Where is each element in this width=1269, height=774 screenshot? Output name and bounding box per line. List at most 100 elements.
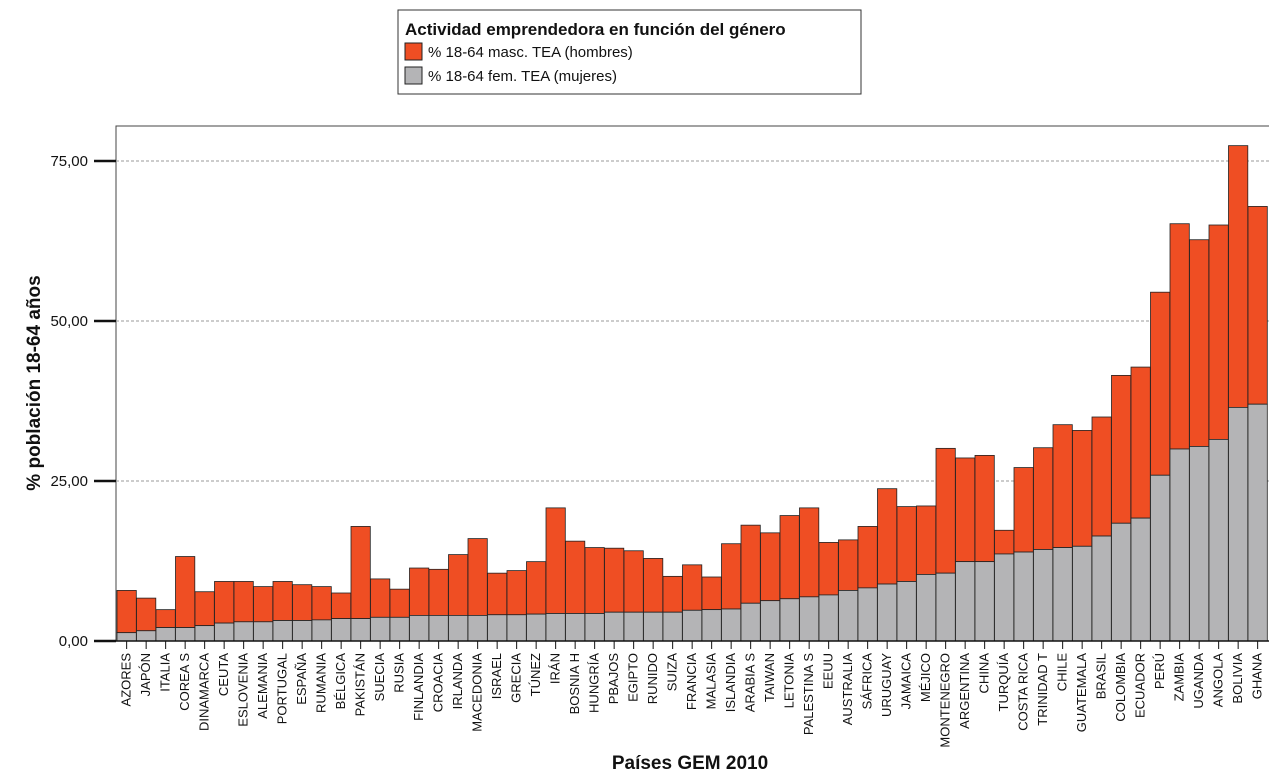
bar-hombres (1247, 206, 1268, 405)
bar-mujeres (1169, 448, 1190, 642)
bar-hombres (136, 597, 157, 632)
x-tick-label: CROACIA (431, 653, 446, 713)
x-tick-label: BÉLGICA (333, 653, 348, 710)
bar-hombres (935, 447, 956, 574)
x-tick-label: PALESTINA S (801, 653, 816, 735)
x-tick-label: MALASIA (704, 653, 719, 710)
bar-mujeres (311, 619, 332, 642)
legend: Actividad emprendedora en función del gé… (397, 9, 862, 95)
bar-mujeres (838, 590, 859, 642)
x-tick-label: CHILE (1055, 653, 1070, 692)
bar-mujeres (506, 614, 527, 642)
bar-mujeres (194, 625, 215, 642)
bar-mujeres (214, 622, 235, 642)
x-tick-label: PBAJOS (606, 653, 621, 705)
y-tick-label: 50,00 (50, 313, 88, 330)
bar-mujeres (448, 615, 469, 642)
bar-hombres (838, 539, 859, 591)
bar-mujeres (428, 615, 449, 642)
bar-mujeres (662, 611, 683, 642)
x-axis-labels: AZORES JAPÓN ITALIA COREA S DINAMARCA CEUTA ES… (119, 641, 1265, 748)
x-tick-label: COREA S (177, 653, 192, 711)
x-tick-label: FRANCIA (684, 653, 699, 710)
x-tick-label: PAKISTÁN (353, 653, 368, 716)
x-tick-label: IRÁN (548, 653, 563, 684)
x-tick-label: ZAMBIA (1172, 653, 1187, 702)
bar-mujeres (1247, 403, 1268, 642)
bar-hombres (526, 561, 547, 615)
x-tick-label: DINAMARCA (197, 653, 212, 731)
y-axis: 0,00 25,00 50,00 75,00 (50, 153, 1269, 650)
x-tick-label: URUGUAY (879, 653, 894, 717)
bar-hombres (487, 572, 508, 616)
x-tick-label: EEUU (821, 653, 836, 689)
bar-hombres (253, 586, 274, 623)
bar-mujeres (1208, 438, 1229, 642)
bar-mujeres (233, 621, 254, 642)
bar-hombres (1150, 291, 1171, 476)
bar-hombres (545, 507, 566, 614)
x-tick-label: ISRAEL (489, 653, 504, 699)
x-tick-label: ARABIA S (743, 653, 758, 713)
bar-hombres (1072, 430, 1093, 547)
bar-mujeres (584, 613, 605, 642)
bar-mujeres (272, 620, 293, 642)
bar-hombres (1013, 467, 1034, 553)
x-tick-label: FINLANDIA (411, 653, 426, 721)
bar-hombres (818, 542, 839, 596)
x-tick-label: JAMAICA (899, 653, 914, 710)
x-tick-label: AUSTRALIA (840, 653, 855, 726)
bar-mujeres (721, 608, 742, 642)
bar-hombres (428, 568, 449, 616)
bar-hombres (955, 457, 976, 563)
bar-hombres (194, 591, 215, 627)
bar-mujeres (1150, 474, 1171, 642)
bar-mujeres (1033, 549, 1054, 642)
bar-hombres (467, 538, 488, 616)
bar-hombres (604, 547, 625, 613)
bar-mujeres (253, 621, 274, 642)
bar-mujeres (292, 620, 313, 642)
x-tick-label: JAPÓN (138, 653, 153, 696)
x-tick-label: PERÚ (1152, 653, 1167, 689)
x-tick-label: RUNIDO (645, 653, 660, 704)
bar-hombres (448, 554, 469, 616)
bar-hombres (506, 570, 527, 616)
bar-mujeres (1130, 517, 1151, 642)
x-tick-label: MÉJICO (918, 653, 933, 702)
x-tick-label: GRECIA (509, 653, 524, 703)
bar-hombres (857, 526, 878, 589)
bar-mujeres (409, 615, 430, 642)
bar-hombres (175, 556, 196, 628)
bar-hombres (721, 543, 742, 610)
x-tick-label: RUMANIA (314, 653, 329, 713)
bar-hombres (760, 532, 781, 602)
bar-mujeres (545, 613, 566, 642)
bar-hombres (311, 586, 332, 621)
bar-mujeres (760, 600, 781, 642)
x-tick-label: EGIPTO (626, 653, 641, 702)
x-tick-label: ESLOVENIA (236, 653, 251, 727)
y-tick-label: 0,00 (59, 633, 88, 650)
y-axis-title: % población 18-64 años (24, 275, 45, 490)
bar-hombres (877, 488, 898, 585)
x-tick-label: ALEMANIA (255, 653, 270, 719)
bar-hombres (272, 581, 293, 621)
bar-hombres (974, 454, 995, 563)
x-tick-label: ANGOLA (1211, 653, 1226, 708)
x-tick-label: TURQUÍA (996, 653, 1011, 712)
bar-mujeres (994, 553, 1015, 642)
bar-hombres (155, 609, 176, 628)
bar-mujeres (389, 616, 410, 642)
bar-hombres (1052, 424, 1073, 548)
x-tick-label: SUECIA (372, 653, 387, 702)
x-tick-label: BOLIVIA (1230, 653, 1245, 704)
bar-mujeres (487, 614, 508, 642)
x-tick-label: ITALIA (158, 653, 173, 692)
bar-hombres (389, 588, 410, 618)
bar-mujeres (136, 630, 157, 642)
x-tick-label: TRINIDAD T (1035, 653, 1050, 726)
bar-mujeres (1072, 545, 1093, 642)
bar-hombres (1189, 239, 1210, 447)
